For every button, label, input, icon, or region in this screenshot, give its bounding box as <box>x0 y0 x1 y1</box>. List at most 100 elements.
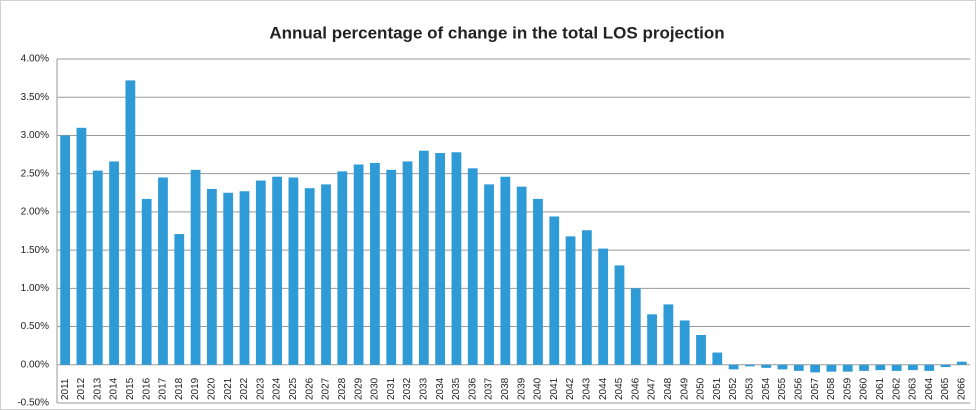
x-tick-label: 2014 <box>109 377 120 400</box>
bar <box>549 216 560 365</box>
bar <box>223 192 234 365</box>
x-tick-label: 2023 <box>255 377 266 400</box>
x-tick-label: 2057 <box>810 377 821 400</box>
x-tick-label: 2016 <box>141 377 152 400</box>
x-tick-label: 2045 <box>614 377 625 400</box>
bar <box>304 188 315 365</box>
y-tick-label: 3.00% <box>21 130 49 141</box>
x-tick-label: 2027 <box>321 377 332 400</box>
x-tick-label: 2052 <box>728 377 739 400</box>
x-tick-label: 2013 <box>92 377 103 400</box>
bar <box>158 177 168 365</box>
bar <box>745 364 755 367</box>
x-tick-label: 2032 <box>402 377 413 400</box>
bar <box>696 334 706 365</box>
x-tick-label: 2021 <box>223 377 234 400</box>
chart-title: Annual percentage of change in the total… <box>269 23 724 42</box>
bar <box>206 188 217 365</box>
bar <box>875 364 886 371</box>
x-tick-label: 2037 <box>484 377 495 400</box>
x-tick-label: 2053 <box>745 377 756 400</box>
x-tick-label: 2062 <box>891 377 902 400</box>
x-tick-label: 2025 <box>288 377 299 400</box>
bar <box>109 161 119 365</box>
x-tick-label: 2050 <box>696 377 707 400</box>
bar <box>647 314 657 365</box>
bar <box>288 177 299 365</box>
x-tick-label: 2051 <box>712 377 723 400</box>
x-tick-label: 2042 <box>565 377 576 400</box>
bar <box>418 150 429 365</box>
bar <box>321 184 331 365</box>
x-tick-label: 2020 <box>207 377 218 400</box>
x-tick-label: 2064 <box>924 377 935 400</box>
x-tick-label: 2066 <box>956 377 967 400</box>
x-tick-label: 2061 <box>875 377 886 400</box>
x-tick-label: 2029 <box>353 377 364 400</box>
bar <box>630 288 641 365</box>
x-tick-label: 2049 <box>679 377 690 400</box>
bar <box>484 184 494 365</box>
x-tick-label: 2047 <box>647 377 658 400</box>
x-tick-label: 2031 <box>386 377 397 400</box>
bar <box>402 161 413 365</box>
x-tick-label: 2065 <box>940 377 951 400</box>
x-tick-label: 2040 <box>533 377 544 400</box>
bar <box>940 364 951 368</box>
x-tick-label: 2017 <box>158 377 169 400</box>
bar <box>239 191 250 365</box>
y-tick-label: 4.00% <box>21 54 49 65</box>
x-tick-label: 2012 <box>76 377 87 400</box>
bar <box>712 352 723 365</box>
x-tick-label: 2022 <box>239 377 250 400</box>
x-tick-label: 2030 <box>370 377 381 400</box>
bar <box>516 186 527 365</box>
bar <box>141 198 152 365</box>
bar <box>842 364 853 372</box>
x-tick-label: 2060 <box>859 377 870 400</box>
x-tick-label: 2056 <box>793 377 804 400</box>
bar <box>859 364 869 371</box>
bar <box>826 364 837 372</box>
x-tick-label: 2033 <box>418 377 429 400</box>
x-tick-label: 2035 <box>451 377 462 400</box>
bar <box>353 164 364 365</box>
bar <box>337 171 348 365</box>
bar <box>451 152 462 365</box>
bar <box>174 234 185 365</box>
bar <box>272 176 282 365</box>
x-tick-label: 2038 <box>500 377 511 400</box>
x-tick-label: 2048 <box>663 377 674 400</box>
x-tick-label: 2036 <box>467 377 478 400</box>
bar <box>500 176 511 365</box>
bar <box>728 364 739 370</box>
bar <box>533 198 543 365</box>
x-tick-label: 2028 <box>337 377 348 400</box>
x-tick-label: 2059 <box>842 377 853 400</box>
x-tick-label: 2043 <box>582 377 593 400</box>
x-tick-label: 2058 <box>826 377 837 400</box>
x-tick-label: 2044 <box>598 377 609 400</box>
bar <box>76 127 87 365</box>
bar <box>467 168 478 365</box>
bar <box>761 364 772 368</box>
bar <box>92 170 103 365</box>
bar <box>598 248 609 365</box>
bar <box>614 265 625 365</box>
bar <box>565 236 576 365</box>
y-tick-label: 0.00% <box>21 359 49 370</box>
x-tick-label: 2026 <box>304 377 315 400</box>
bar <box>125 80 136 365</box>
bar <box>190 169 201 365</box>
y-tick-label: 2.50% <box>21 168 49 179</box>
y-tick-label: 1.50% <box>21 245 49 256</box>
x-tick-label: 2011 <box>60 378 71 400</box>
y-tick-label: 2.00% <box>21 207 49 218</box>
bar <box>908 364 918 371</box>
x-tick-label: 2024 <box>272 377 283 400</box>
bar <box>810 364 821 373</box>
y-tick-label: 3.50% <box>21 92 49 103</box>
x-tick-label: 2018 <box>174 377 185 400</box>
x-tick-label: 2019 <box>190 377 201 400</box>
